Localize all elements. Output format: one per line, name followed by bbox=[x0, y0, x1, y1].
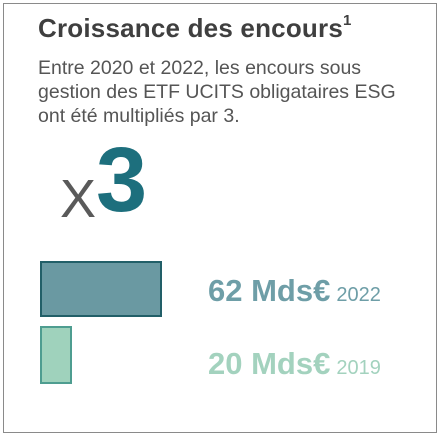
title-text: Croissance des encours bbox=[38, 13, 343, 43]
factor-number: 3 bbox=[96, 129, 148, 231]
growth-card bbox=[3, 3, 437, 433]
growth-factor: X3 bbox=[60, 134, 147, 232]
year-label-2019: 2019 bbox=[336, 357, 381, 379]
description-line: Entre 2020 et 2022, les encours sous bbox=[38, 57, 362, 79]
description: Entre 2020 et 2022, les encours sous ges… bbox=[38, 56, 430, 128]
card-title: Croissance des encours1 bbox=[38, 13, 352, 44]
value-label-2019: 20 Mds€ bbox=[208, 346, 331, 381]
title-footnote: 1 bbox=[342, 12, 352, 30]
bar-label-2019: 20 Mds€ 2019 bbox=[208, 346, 381, 382]
bar-2022 bbox=[40, 261, 162, 317]
year-label-2022: 2022 bbox=[336, 284, 381, 306]
bar-2019 bbox=[40, 326, 72, 384]
factor-prefix: X bbox=[60, 169, 97, 229]
description-line: gestion des ETF UCITS obligataires ESG bbox=[38, 81, 396, 103]
value-label-2022: 62 Mds€ bbox=[208, 273, 331, 308]
bar-label-2022: 62 Mds€ 2022 bbox=[208, 273, 381, 309]
description-line: ont été multipliés par 3. bbox=[38, 105, 240, 127]
